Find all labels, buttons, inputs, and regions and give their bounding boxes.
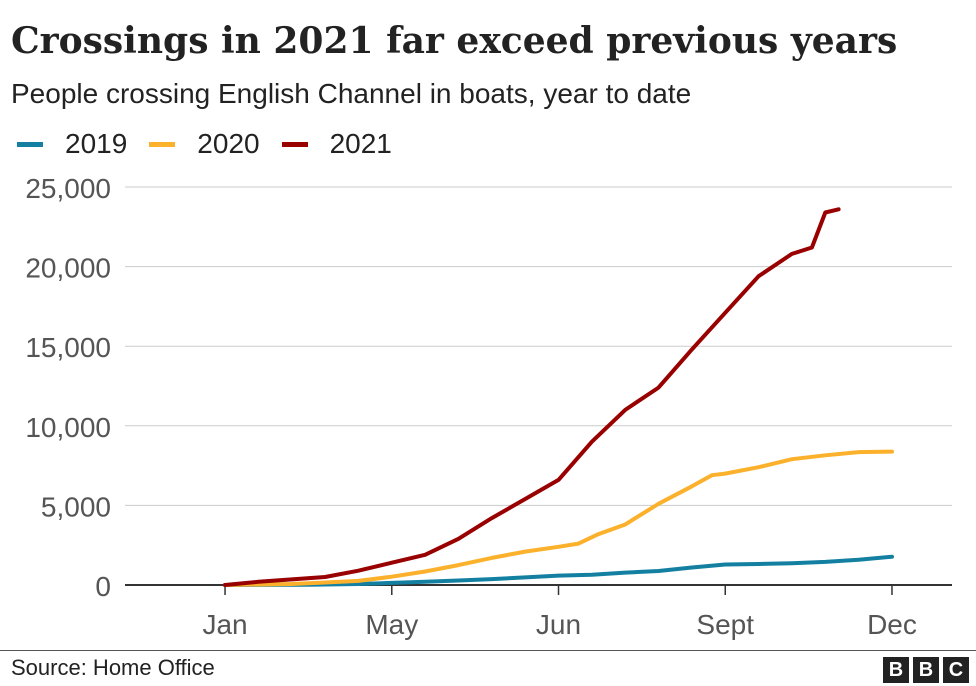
bbc-logo: B B C xyxy=(879,657,969,683)
x-tick-label: May xyxy=(365,609,418,640)
x-tick-label: Dec xyxy=(867,609,917,640)
series-layer xyxy=(225,209,892,585)
bbc-logo-letter-1: B xyxy=(883,657,909,683)
y-tick-label: 5,000 xyxy=(41,491,111,522)
x-tick-label: Jan xyxy=(202,609,247,640)
x-tick-label: Sept xyxy=(696,609,754,640)
series-line-2021 xyxy=(225,209,839,585)
source-note: Source: Home Office xyxy=(11,655,215,681)
footer-divider xyxy=(0,650,976,651)
bbc-logo-letter-3: C xyxy=(943,657,969,683)
y-tick-label: 10,000 xyxy=(25,412,111,443)
y-tick-label: 25,000 xyxy=(25,173,111,204)
y-tick-label: 15,000 xyxy=(25,332,111,363)
y-tick-label: 20,000 xyxy=(25,253,111,284)
x-tick-label: Jun xyxy=(536,609,581,640)
bbc-logo-letter-2: B xyxy=(913,657,939,683)
y-tick-labels: 0 5,000 10,000 15,000 20,000 25,000 xyxy=(25,173,111,602)
grid-layer xyxy=(125,187,952,585)
chart-svg: 0 5,000 10,000 15,000 20,000 25,000 Jan May Jun… xyxy=(0,0,976,650)
y-tick-label: 0 xyxy=(95,571,111,602)
x-tick-labels: Jan May Jun Sept Dec xyxy=(202,585,916,640)
